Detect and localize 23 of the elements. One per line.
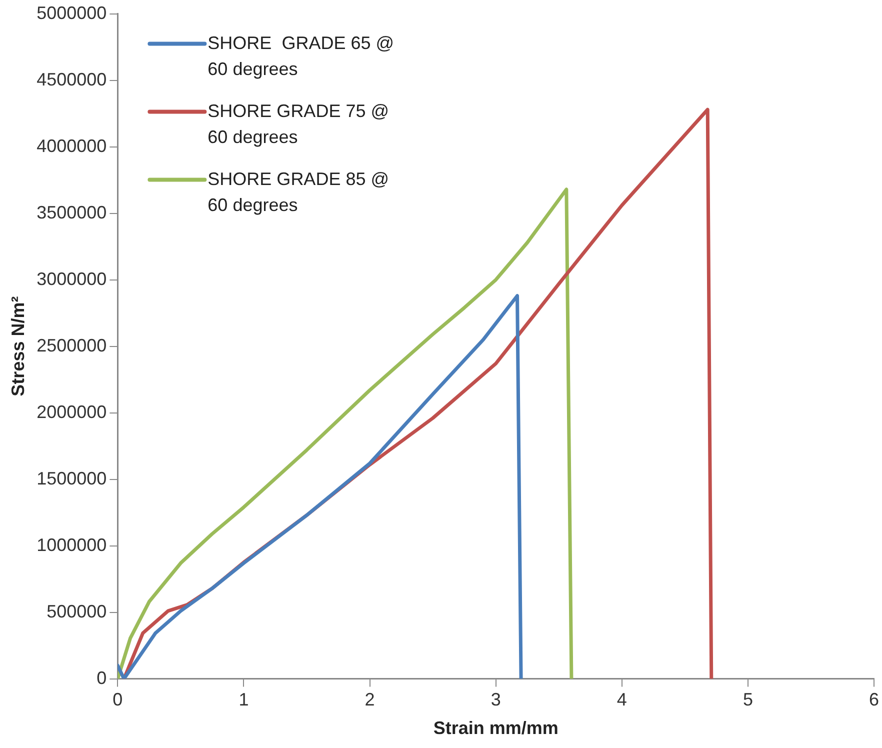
y-tick-label: 500000	[46, 601, 107, 622]
y-axis-title: Stress N/m²	[8, 296, 28, 396]
x-tick-label: 1	[238, 690, 249, 710]
y-tick-label: 5000000	[36, 2, 107, 23]
x-tick-label: 3	[490, 690, 501, 710]
y-tick-label: 4500000	[36, 69, 107, 90]
legend-label: SHORE GRADE 85 @ 60 degrees	[208, 168, 390, 215]
x-tick-label: 6	[868, 690, 879, 710]
legend-label: SHORE GRADE 75 @ 60 degrees	[208, 100, 390, 147]
x-tick-label: 0	[112, 690, 123, 710]
y-tick-label: 4000000	[36, 136, 107, 156]
y-tick-label: 1500000	[36, 468, 107, 488]
y-tick-label: 2500000	[36, 335, 107, 356]
y-tick-label: 3000000	[36, 268, 107, 289]
x-axis-title: Strain mm/mm	[433, 718, 558, 738]
y-tick-label: 3500000	[36, 202, 107, 222]
x-tick-label: 2	[364, 690, 375, 710]
x-tick-label: 4	[616, 690, 627, 710]
y-tick-label: 1000000	[36, 534, 107, 555]
y-tick-label: 0	[96, 668, 107, 688]
legend-label: SHORE GRADE 65 @ 60 degrees	[208, 32, 394, 79]
x-tick-label: 5	[742, 690, 753, 710]
y-tick-label: 2000000	[36, 402, 107, 422]
